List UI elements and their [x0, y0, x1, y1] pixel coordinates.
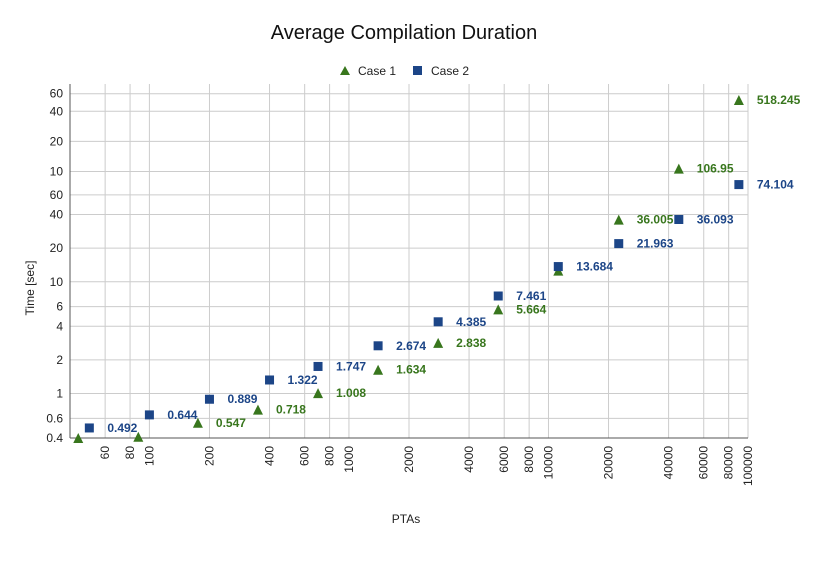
case-2-data-label-5: 2.674	[396, 339, 426, 353]
x-tick-label-40000: 40000	[662, 446, 676, 480]
case-2-point-7	[493, 291, 503, 301]
x-tick-labels: 60 80 100 200 400 600 800 1000 2000 4000 6000 8000 1…	[98, 446, 755, 486]
x-tick-label-20000: 20000	[602, 446, 616, 480]
y-tick-label-low-0-4: 0.4	[46, 431, 63, 445]
case-2-data-label-0: 0.492	[107, 421, 137, 435]
case-1-data-label-5: 1.634	[396, 363, 426, 377]
case-2-data-label-6: 4.385	[456, 315, 486, 329]
legend-marker-case-1	[340, 66, 350, 75]
legend-label-case-1: Case 1	[358, 64, 396, 78]
case-1-data-label-9: 36.005	[637, 213, 674, 227]
case-1-point-9	[613, 214, 624, 225]
y-tick-label-up-40: 40	[50, 104, 64, 118]
y-tick-label-low-10: 10	[50, 275, 64, 289]
case-1-data-label-4: 1.008	[336, 386, 366, 400]
x-tick-label-100000: 100000	[741, 446, 755, 486]
case-1-data-label-3: 0.718	[276, 403, 306, 417]
case-2-point-6	[433, 317, 443, 327]
x-tick-label-100: 100	[142, 446, 156, 466]
case-1-point-1	[133, 431, 144, 442]
y-tick-label-low-60: 60	[50, 188, 64, 202]
x-tick-label-6000: 6000	[497, 446, 511, 473]
y-tick-label-up-60: 60	[50, 87, 64, 101]
case-1-point-5	[373, 364, 384, 375]
x-tick-label-1000: 1000	[342, 446, 356, 473]
case-1-point-10	[673, 163, 684, 174]
y-tick-label-low-2: 2	[56, 353, 63, 367]
legend-marker-case-2	[413, 66, 422, 75]
case-1-point-6	[433, 337, 444, 348]
case-2-data-label-8: 13.684	[576, 260, 613, 274]
case-2-point-4	[313, 361, 323, 371]
data-labels: 0.547 0.718 1.008 1.634 2.838 5.664 36.005 106.…	[107, 93, 800, 435]
case-2-point-0	[84, 423, 94, 433]
case-2-data-label-11: 74.104	[757, 178, 794, 192]
case-1-data-label-11: 518.245	[757, 93, 801, 107]
legend-label-case-2: Case 2	[431, 64, 469, 78]
case-2-data-label-9: 21.963	[637, 237, 674, 251]
x-tick-label-200: 200	[202, 446, 216, 466]
x-axis-title: PTAs	[392, 512, 420, 526]
x-tick-label-2000: 2000	[402, 446, 416, 473]
y-tick-label-up-20: 20	[50, 134, 64, 148]
case-2-point-3	[265, 375, 275, 385]
case-2-data-label-7: 7.461	[516, 289, 546, 303]
case-2-point-9	[614, 239, 624, 249]
case-1-point-4	[313, 388, 324, 399]
y-tick-label-low-4: 4	[56, 319, 63, 333]
y-tick-label-up-10: 10	[50, 165, 64, 179]
x-tick-label-4000: 4000	[462, 446, 476, 473]
x-tick-label-600: 600	[298, 446, 312, 466]
x-tick-label-8000: 8000	[522, 446, 536, 473]
case-2-data-label-4: 1.747	[336, 359, 366, 373]
y-tick-label-low-20: 20	[50, 241, 64, 255]
grid	[70, 84, 749, 439]
case-2-point-10	[674, 214, 684, 224]
case-2-point-2	[204, 394, 214, 404]
case-2-point-5	[373, 341, 383, 351]
x-tick-label-400: 400	[263, 446, 277, 466]
case-1-data-label-6: 2.838	[456, 336, 486, 350]
case-1-data-label-7: 5.664	[516, 302, 546, 316]
case-2-data-label-2: 0.889	[227, 392, 257, 406]
case-2-point-1	[144, 410, 154, 420]
legend: Case 1 Case 2	[340, 64, 469, 78]
axes	[69, 84, 748, 439]
case-2-data-label-3: 1.322	[288, 373, 318, 387]
case-1-point-2	[192, 417, 203, 428]
x-tick-label-60: 60	[98, 446, 112, 460]
data-points	[73, 95, 744, 443]
case-2-data-label-10: 36.093	[697, 212, 734, 226]
case-1-point-7	[493, 304, 504, 315]
y-tick-label-low-1: 1	[56, 387, 63, 401]
y-tick-label-low-6: 6	[56, 300, 63, 314]
case-1-point-11	[733, 95, 744, 106]
case-2-data-label-1: 0.644	[167, 408, 197, 422]
y-tick-label-low-0-6: 0.6	[46, 411, 63, 425]
y-axis-title: Time [sec]	[23, 261, 37, 316]
x-tick-label-800: 800	[323, 446, 337, 466]
case-2-point-11	[734, 180, 744, 190]
y-tick-label-low-40: 40	[50, 208, 64, 222]
case-1-data-label-2: 0.547	[216, 416, 246, 430]
chart-title: Average Compilation Duration	[271, 22, 537, 44]
x-tick-label-10000: 10000	[541, 446, 555, 480]
x-tick-label-80: 80	[123, 446, 137, 460]
case-2-point-8	[553, 262, 563, 272]
case-1-point-0	[73, 433, 84, 443]
case-1-point-3	[252, 404, 263, 415]
x-tick-label-60000: 60000	[697, 446, 711, 480]
x-tick-label-80000: 80000	[722, 446, 736, 480]
y-tick-labels: 0.4 0.6 1 2 4 6 10 20 40 60 10 20 40 60	[46, 87, 63, 445]
case-1-data-label-10: 106.95	[697, 162, 734, 176]
